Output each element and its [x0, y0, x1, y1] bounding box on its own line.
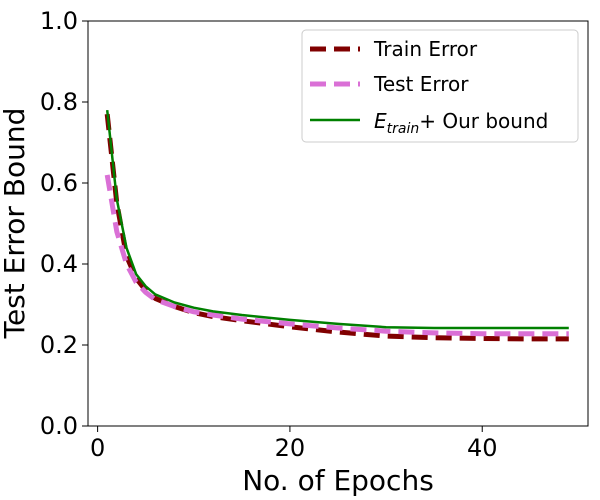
legend-frame — [301, 29, 579, 143]
axis-ticks: 0.0 0.2 0.4 0.6 0.8 1.0 0 20 40 — [40, 7, 498, 462]
y-tick-label: 1.0 — [40, 7, 78, 35]
x-tick-label: 0 — [90, 434, 105, 462]
series-line-1 — [104, 174, 569, 337]
legend-label-bound: Etrain+ Our bound — [374, 109, 548, 137]
y-tick-label: 0.4 — [40, 250, 78, 278]
plot-lines — [104, 109, 569, 342]
series-line-0 — [104, 113, 569, 342]
x-tick-label: 20 — [275, 434, 306, 462]
legend-label-bound-main: E — [374, 109, 387, 133]
legend-label-bound-rest: + Our bound — [419, 109, 548, 133]
legend: Train Error Test Error Etrain+ Our bound — [301, 29, 579, 143]
y-tick-label: 0.0 — [40, 412, 78, 440]
legend-label-train-error: Train Error — [373, 37, 478, 61]
y-tick-label: 0.6 — [40, 169, 78, 197]
x-axis-title: No. of Epochs — [242, 464, 434, 497]
y-axis-title: Test Error Bound — [0, 108, 31, 340]
x-tick-label: 40 — [467, 434, 498, 462]
series-line-2 — [105, 109, 569, 330]
legend-label-test-error: Test Error — [373, 72, 469, 96]
y-tick-label: 0.2 — [40, 331, 78, 359]
plot-frame — [87, 20, 589, 427]
y-tick-label: 0.8 — [40, 88, 78, 116]
legend-label-bound-sub: train — [387, 121, 420, 137]
